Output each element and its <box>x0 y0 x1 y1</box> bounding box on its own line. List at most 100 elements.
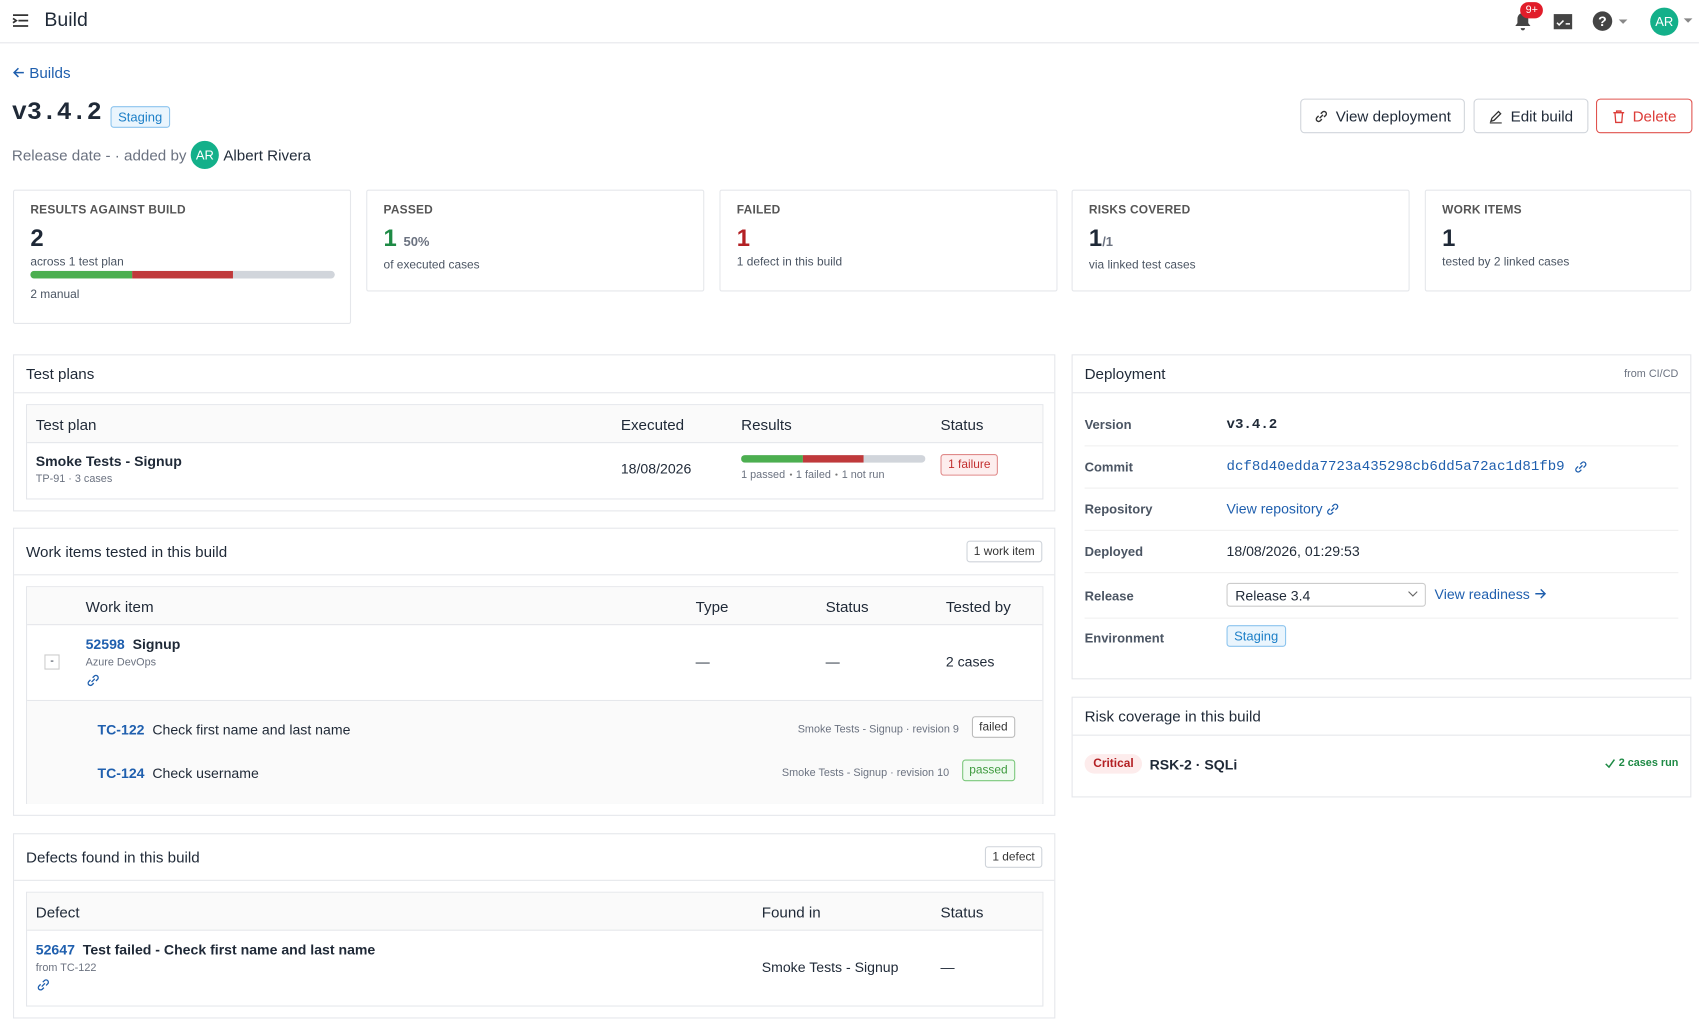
table-header: Work item Type Status Tested by <box>27 587 1043 626</box>
executed-date: 18/08/2026 <box>620 460 692 477</box>
case-row: TC-124 Check username <box>98 765 259 781</box>
help-menu[interactable]: ? <box>1592 11 1631 32</box>
panel-header: Work items tested in this build 1 work it… <box>14 529 1055 576</box>
link-icon[interactable] <box>1574 460 1587 473</box>
build-version: v3.4.2 <box>11 98 102 127</box>
field-label: Environment <box>1084 630 1165 646</box>
test-plans-panel: Test plans Test plan Executed Results St… <box>13 354 1056 512</box>
coverage-text: 2 cases run <box>1618 757 1679 770</box>
menu-icon[interactable] <box>12 12 29 29</box>
results-summary: 1 passed 1 failed 1 not run <box>741 469 884 481</box>
panel-title: Defects found in this build <box>26 848 200 866</box>
result-tag: passed <box>961 759 1016 782</box>
field-value: 18/08/2026, 01:29:53 <box>1226 542 1360 560</box>
work-item-type: — <box>695 653 710 670</box>
delete-button[interactable]: Delete <box>1595 98 1693 134</box>
field-label: Deployed <box>1084 543 1144 560</box>
field-label: Release <box>1084 588 1134 604</box>
arrow-left-icon <box>13 67 24 78</box>
environment-badge: Staging <box>110 106 170 128</box>
trash-icon <box>1613 109 1624 123</box>
stat-value: 2 <box>30 224 44 252</box>
table-header: Defect Found in Status <box>27 892 1043 931</box>
column-header: Test plan <box>35 416 97 434</box>
risk-name[interactable]: RSK-2 · SQLi <box>1149 756 1238 773</box>
stat-note: 2 manual <box>30 288 80 302</box>
stat-detail: of executed cases <box>383 258 480 272</box>
release-select[interactable]: Release 3.4 <box>1226 582 1426 607</box>
field-row: Commit dcf8d40edda7723a435298cb6dd5a72ac1… <box>1084 446 1679 489</box>
risk-panel: Risk coverage in this build Critical RSK… <box>1071 696 1692 798</box>
results-bar <box>30 270 335 279</box>
user-avatar[interactable]: AR <box>1650 7 1679 36</box>
work-item-id[interactable]: 52598 <box>85 636 125 653</box>
top-bar: Build 9+ ? AR <box>0 0 1699 44</box>
svg-text:?: ? <box>1598 13 1607 29</box>
back-link[interactable]: Builds <box>12 64 71 81</box>
arrow-right-icon <box>1535 588 1547 599</box>
status-tag: 1 failure <box>940 453 999 476</box>
column-header: Defect <box>35 903 80 921</box>
test-plans-table: Test plan Executed Results Status Smoke … <box>26 404 1044 500</box>
breadcrumb[interactable]: Builds <box>29 63 71 82</box>
count-pill: 1 defect <box>984 846 1043 868</box>
button-label[interactable]: Edit build <box>1510 107 1574 125</box>
column-header: Executed <box>620 416 685 434</box>
found-in: Smoke Tests - Signup <box>761 958 899 976</box>
result-count: 1 not run <box>841 469 885 482</box>
deployment-panel: Deployment from CI/CD Version v3.4.2 Commi… <box>1071 354 1692 680</box>
defect-status: — <box>940 958 955 976</box>
defect-id[interactable]: 52647 <box>35 941 75 958</box>
button-label[interactable]: Delete <box>1632 107 1677 125</box>
stat-detail: 1 defect in this build <box>736 255 843 269</box>
work-items-panel: Work items tested in this build 1 work it… <box>13 527 1056 816</box>
field-row: Version v3.4.2 <box>1084 404 1679 447</box>
field-label: Version <box>1084 417 1132 433</box>
results-bar <box>741 455 926 463</box>
chevron <box>1408 591 1418 597</box>
calendar-icon[interactable] <box>1553 12 1574 30</box>
select-value[interactable]: Release 3.4 <box>1235 587 1311 604</box>
edit-build-button[interactable]: Edit build <box>1473 98 1589 134</box>
column-header: Type <box>695 598 729 616</box>
stat-card: WORK ITEMS 1 tested by 2 linked cases <box>1424 189 1692 292</box>
case-meta: Smoke Tests - Signup · revision 10 <box>781 767 950 780</box>
view-deployment-button[interactable]: View deployment <box>1300 98 1465 134</box>
stat-suffix: /1 <box>1102 234 1114 250</box>
column-header: Status <box>940 903 984 921</box>
author-name: Albert Rivera <box>223 146 311 164</box>
defect-name: Test failed - Check first name and last … <box>82 941 376 958</box>
pencil-icon <box>1490 110 1502 123</box>
column-header: Results <box>741 416 792 434</box>
deployment-source: from CI/CD <box>1624 367 1679 380</box>
external-link-icon <box>1327 503 1339 515</box>
plan-name[interactable]: Smoke Tests - Signup <box>35 452 182 470</box>
severity-tag: Critical <box>1084 754 1143 774</box>
case-id[interactable]: TC-124 <box>97 764 145 782</box>
link-icon[interactable] <box>87 674 100 687</box>
defects-panel: Defects found in this build 1 defect Defe… <box>13 833 1056 1019</box>
page-title: Build <box>44 8 88 31</box>
collapse-toggle[interactable]: - <box>44 654 60 670</box>
stat-label: RESULTS AGAINST BUILD <box>30 203 186 217</box>
caret <box>1683 18 1693 23</box>
count-pill: 1 work item <box>966 540 1043 563</box>
stat-value-row: 1 50% <box>384 225 687 254</box>
stat-detail: via linked test cases <box>1088 258 1196 272</box>
stat-detail: tested by 2 linked cases <box>1442 255 1570 269</box>
panel-header: Defects found in this build 1 defect <box>14 834 1055 881</box>
column-header: Tested by <box>945 598 1011 616</box>
repository-link[interactable]: View repository <box>1226 500 1323 517</box>
readiness-link[interactable]: View readiness <box>1434 586 1530 603</box>
column-header: Work item <box>85 598 154 616</box>
button-label[interactable]: View deployment <box>1335 107 1452 125</box>
stat-value: 1 <box>1442 224 1456 252</box>
case-id[interactable]: TC-122 <box>97 721 145 738</box>
link-icon[interactable] <box>37 978 50 991</box>
defect-title: 52647 Test failed - Check first name and… <box>36 942 376 958</box>
panel-title: Risk coverage in this build <box>1084 707 1261 725</box>
commit-link[interactable]: dcf8d40edda7723a435298cb6dd5a72ac1d81fb9 <box>1226 458 1565 475</box>
case-name: Check first name and last name <box>152 721 351 738</box>
work-item-status: — <box>825 653 840 670</box>
column-header: Status <box>825 598 869 616</box>
